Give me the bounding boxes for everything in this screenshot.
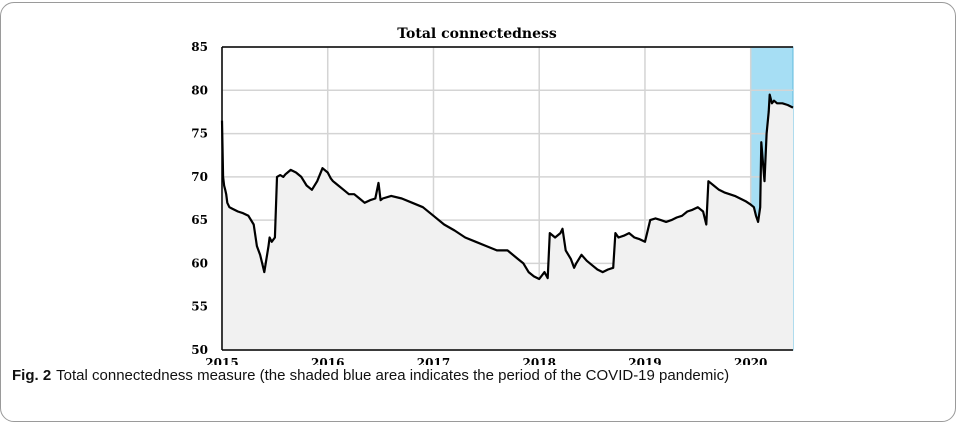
y-tick-label: 70: [191, 170, 208, 184]
x-tick-label: 2017: [417, 356, 450, 365]
x-tick-label: 2015: [205, 356, 238, 365]
x-tick-label: 2020: [734, 356, 767, 365]
line-chart: Total connectedness 50 55 60 65 70 75 80 85 201…: [191, 26, 794, 365]
x-tick-labels: 2015 2016 2017 2018 2019 2020: [205, 356, 767, 365]
axes: [221, 46, 793, 351]
x-tick-label: 2016: [311, 356, 344, 365]
figure-label: Fig. 2: [12, 367, 52, 384]
x-tick-label: 2019: [628, 356, 661, 365]
chart-title: Total connectedness: [397, 26, 557, 42]
y-tick-label: 75: [191, 127, 208, 141]
series-line: [220, 93, 794, 281]
x-tick-label: 2018: [523, 356, 556, 365]
data-series: [220, 93, 794, 350]
y-tick-labels: 50 55 60 65 70 75 80 85: [191, 40, 208, 357]
y-tick-label: 85: [191, 40, 208, 54]
caption-text: Total connectedness measure (the shaded …: [56, 367, 730, 384]
y-tick-label: 50: [191, 343, 208, 357]
figure-caption: Fig. 2 Total connectedness measure (the s…: [12, 367, 948, 384]
y-tick-label: 60: [191, 256, 208, 270]
y-tick-label: 65: [191, 213, 208, 227]
y-tick-label: 80: [191, 83, 208, 97]
y-tick-label: 55: [191, 300, 208, 314]
series-area: [222, 94, 793, 350]
